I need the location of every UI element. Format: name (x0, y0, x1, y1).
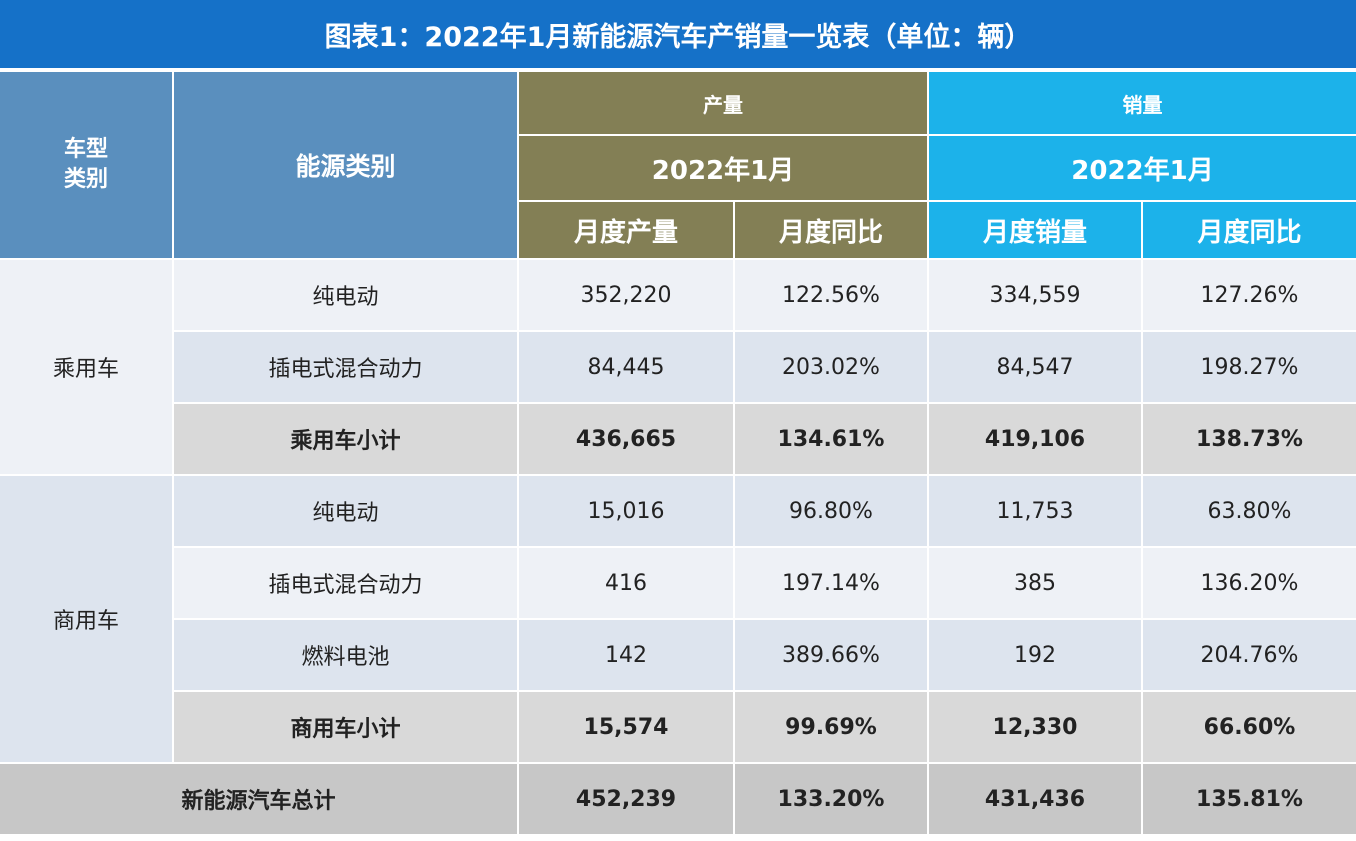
energy-cell: 插电式混合动力 (174, 548, 519, 620)
sales-cell: 419,106 (929, 404, 1143, 476)
energy-cell: 纯电动 (174, 260, 519, 332)
subtotal-row: 商用车小计 15,574 99.69% 12,330 66.60% (0, 692, 1356, 764)
energy-cell: 插电式混合动力 (174, 332, 519, 404)
header-vehicle-type-label: 车型类别 (63, 137, 108, 192)
table-row: 插电式混合动力 84,445 203.02% 84,547 198.27% (0, 332, 1356, 404)
header-monthly-yoy-production: 月度同比 (735, 202, 929, 260)
table-row: 商用车 纯电动 15,016 96.80% 11,753 63.80% (0, 476, 1356, 764)
table-row: 乘用车 纯电动 352,220 122.56% 334,559 127.26% (0, 260, 1356, 476)
production-cell: 15,016 (519, 476, 735, 548)
header-energy-type: 能源类别 (174, 72, 519, 260)
production-cell: 352,220 (519, 260, 735, 332)
total-production-cell: 452,239 (519, 764, 735, 836)
sales-cell: 385 (929, 548, 1143, 620)
production-yoy-cell: 389.66% (735, 620, 929, 692)
total-sales-yoy-cell: 135.81% (1143, 764, 1356, 836)
production-yoy-cell: 197.14% (735, 548, 929, 620)
subtotal-row: 乘用车小计 436,665 134.61% 419,106 138.73% (0, 404, 1356, 476)
table-row: 燃料电池 142 389.66% 192 204.76% (0, 620, 1356, 692)
header-production: 产量 (519, 72, 929, 136)
production-cell: 142 (519, 620, 735, 692)
header-sales-period: 2022年1月 (929, 136, 1356, 202)
subtotal-label: 商用车小计 (174, 692, 519, 764)
production-yoy-cell: 134.61% (735, 404, 929, 476)
production-yoy-cell: 96.80% (735, 476, 929, 548)
header-vehicle-type: 车型类别 (0, 72, 174, 260)
sales-yoy-cell: 138.73% (1143, 404, 1356, 476)
header-monthly-yoy-sales: 月度同比 (1143, 202, 1356, 260)
category-cell: 商用车 (0, 476, 174, 764)
energy-cell: 纯电动 (174, 476, 519, 548)
sales-cell: 192 (929, 620, 1143, 692)
production-yoy-cell: 203.02% (735, 332, 929, 404)
total-row: 新能源汽车总计 452,239 133.20% 431,436 135.81% (0, 764, 1356, 836)
header-sales: 销量 (929, 72, 1356, 136)
category-cell: 乘用车 (0, 260, 174, 476)
header-monthly-sales: 月度销量 (929, 202, 1143, 260)
production-cell: 436,665 (519, 404, 735, 476)
total-sales-cell: 431,436 (929, 764, 1143, 836)
sales-cell: 11,753 (929, 476, 1143, 548)
production-cell: 15,574 (519, 692, 735, 764)
sales-cell: 84,547 (929, 332, 1143, 404)
sales-yoy-cell: 127.26% (1143, 260, 1356, 332)
sales-cell: 12,330 (929, 692, 1143, 764)
production-cell: 416 (519, 548, 735, 620)
header-production-period: 2022年1月 (519, 136, 929, 202)
header-monthly-production: 月度产量 (519, 202, 735, 260)
production-yoy-cell: 99.69% (735, 692, 929, 764)
table-title: 图表1：2022年1月新能源汽车产销量一览表（单位：辆） (0, 0, 1356, 68)
subtotal-label: 乘用车小计 (174, 404, 519, 476)
sales-cell: 334,559 (929, 260, 1143, 332)
total-production-yoy-cell: 133.20% (735, 764, 929, 836)
sales-yoy-cell: 204.76% (1143, 620, 1356, 692)
production-cell: 84,445 (519, 332, 735, 404)
total-label: 新能源汽车总计 (0, 764, 519, 836)
nev-production-sales-table: 车型类别 能源类别 产量 销量 2022年1月 2022年1月 月度产量 月度同… (0, 72, 1356, 836)
production-yoy-cell: 122.56% (735, 260, 929, 332)
sales-yoy-cell: 66.60% (1143, 692, 1356, 764)
energy-cell: 燃料电池 (174, 620, 519, 692)
sales-yoy-cell: 198.27% (1143, 332, 1356, 404)
table-row: 插电式混合动力 416 197.14% 385 136.20% (0, 548, 1356, 620)
sales-yoy-cell: 136.20% (1143, 548, 1356, 620)
sales-yoy-cell: 63.80% (1143, 476, 1356, 548)
